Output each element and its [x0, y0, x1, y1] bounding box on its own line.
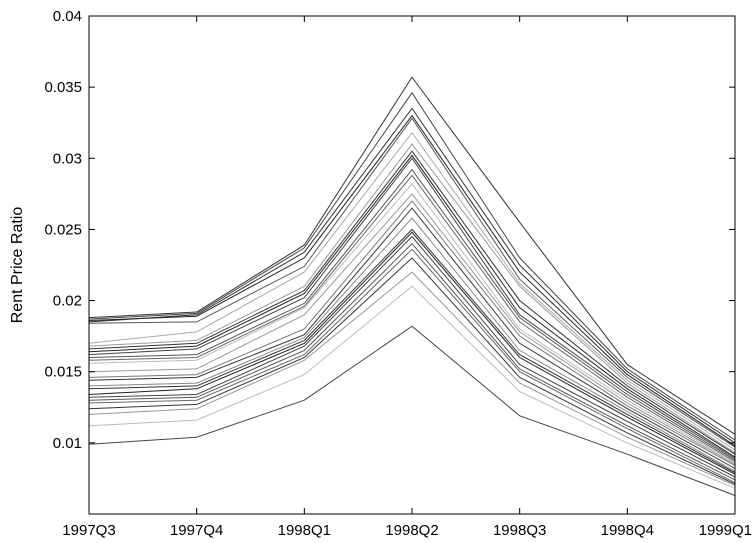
series-line-7: [88, 143, 736, 454]
series-line-13: [88, 183, 736, 464]
y-tick-label-6: 0.035: [44, 79, 82, 96]
x-tick-label-3: 1998Q1: [278, 522, 331, 539]
x-tick-label-1: 1997Q3: [62, 522, 115, 539]
x-tick-label-4: 1998Q2: [385, 522, 438, 539]
series-line-20: [88, 235, 736, 478]
series-line-22: [88, 248, 736, 484]
series-layer: [88, 76, 736, 496]
series-line-4: [88, 114, 736, 447]
series-line-24: [88, 271, 736, 486]
axes-layer: 0.01 0.015 0.02 0.025 0.03 0.035 0.04 1997Q3 199…: [44, 8, 752, 539]
series-line-16: [88, 207, 736, 469]
x-tick-label-7: 1999Q1: [699, 522, 752, 539]
series-line-1: [88, 76, 736, 435]
series-line-10: [88, 157, 736, 459]
series-line-2: [88, 91, 736, 441]
y-tick-label-7: 0.04: [53, 8, 82, 25]
series-line-17: [88, 217, 736, 472]
series-line-23: [88, 257, 736, 485]
series-line-12: [88, 174, 736, 462]
series-line-26: [88, 325, 736, 496]
series-line-9: [88, 154, 736, 458]
series-line-6: [88, 131, 736, 451]
y-tick-label-2: 0.015: [44, 364, 82, 381]
series-line-5: [88, 117, 736, 448]
y-tick-label-4: 0.025: [44, 221, 82, 238]
series-line-18: [88, 228, 736, 474]
series-line-11: [88, 168, 736, 461]
y-tick-label-3: 0.02: [53, 293, 82, 310]
y-tick-label-1: 0.01: [53, 435, 82, 452]
series-line-8: [88, 150, 736, 455]
y-tick-label-5: 0.03: [53, 150, 82, 167]
series-line-21: [88, 242, 736, 481]
series-line-15: [88, 200, 736, 467]
series-line-14: [88, 193, 736, 465]
series-line-3: [88, 107, 736, 444]
x-tick-label-5: 1998Q3: [493, 522, 546, 539]
x-tick-label-2: 1997Q4: [170, 522, 223, 539]
y-axis-label: Rent Price Ratio: [9, 207, 26, 324]
plot-frame: [88, 15, 736, 515]
series-line-25: [88, 285, 736, 489]
x-tick-label-6: 1998Q4: [601, 522, 654, 539]
series-line-19: [88, 231, 736, 475]
